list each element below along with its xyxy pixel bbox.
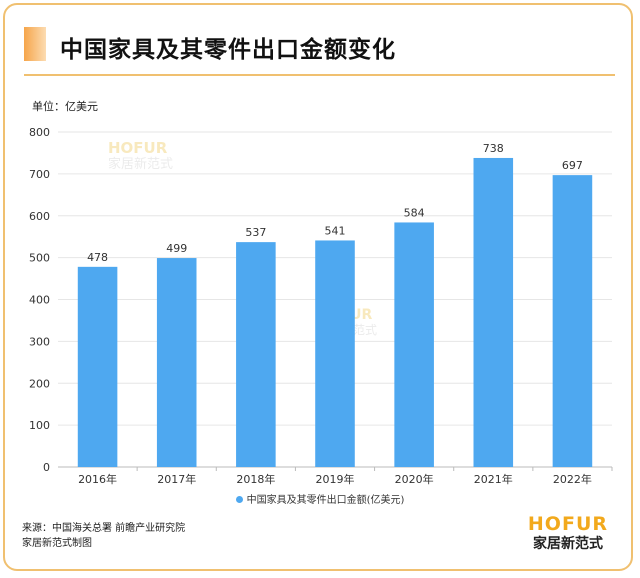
bar — [156, 258, 197, 467]
brand-logo: HOFUR 家居新范式 — [527, 513, 608, 552]
legend-label: 中国家具及其零件出口金额(亿美元) — [246, 495, 405, 506]
y-tick-label: 700 — [29, 168, 50, 181]
bar — [473, 157, 514, 467]
y-tick-label: 100 — [29, 419, 50, 432]
y-tick-label: 400 — [29, 294, 50, 307]
y-tick-label: 600 — [29, 210, 50, 223]
brand-logo-text: HOFUR — [527, 513, 608, 535]
source-note: 来源：中国海关总署 前瞻产业研究院 家居新范式制图 — [22, 521, 185, 551]
data-label: 584 — [404, 206, 425, 219]
unit-label: 单位：亿美元 — [32, 100, 98, 113]
chart-title: 中国家具及其零件出口金额变化 — [60, 37, 396, 63]
title-accent-bar — [24, 27, 46, 61]
x-tick-label: 2022年 — [553, 472, 592, 486]
bar — [236, 242, 276, 467]
y-tick-label: 0 — [43, 461, 50, 474]
x-tick-label: 2018年 — [236, 472, 275, 486]
bar — [394, 222, 434, 467]
watermark-top: HOFUR 家居新范式 — [108, 139, 174, 172]
source-line-1: 来源：中国海关总署 前瞻产业研究院 — [22, 523, 186, 534]
data-label: 541 — [325, 224, 346, 237]
data-label: 738 — [483, 142, 504, 155]
data-label: 697 — [562, 159, 583, 172]
data-label: 478 — [87, 251, 108, 264]
y-tick-label: 200 — [29, 377, 50, 390]
data-label: 499 — [166, 242, 187, 255]
source-line-2: 家居新范式制图 — [22, 538, 92, 549]
bar — [77, 266, 118, 467]
bar — [315, 240, 355, 467]
x-tick-label: 2021年 — [474, 472, 513, 486]
x-tick-label: 2019年 — [316, 472, 355, 486]
brand-name-text: 家居新范式 — [532, 536, 603, 552]
x-tick-label: 2016年 — [78, 472, 117, 486]
y-tick-label: 800 — [29, 126, 50, 139]
title-divider — [24, 74, 615, 76]
watermark-name-text: 家居新范式 — [108, 157, 174, 172]
y-tick-label: 500 — [29, 252, 50, 265]
legend: 中国家具及其零件出口金额(亿美元) — [0, 491, 640, 506]
legend-swatch — [235, 496, 243, 503]
y-tick-label: 300 — [29, 335, 50, 348]
x-tick-label: 2020年 — [395, 472, 434, 486]
bar — [552, 175, 593, 467]
card-frame — [3, 3, 633, 571]
x-tick-label: 2017年 — [157, 472, 196, 486]
data-label: 537 — [245, 226, 266, 239]
watermark-logo-text: HOFUR — [108, 139, 168, 157]
